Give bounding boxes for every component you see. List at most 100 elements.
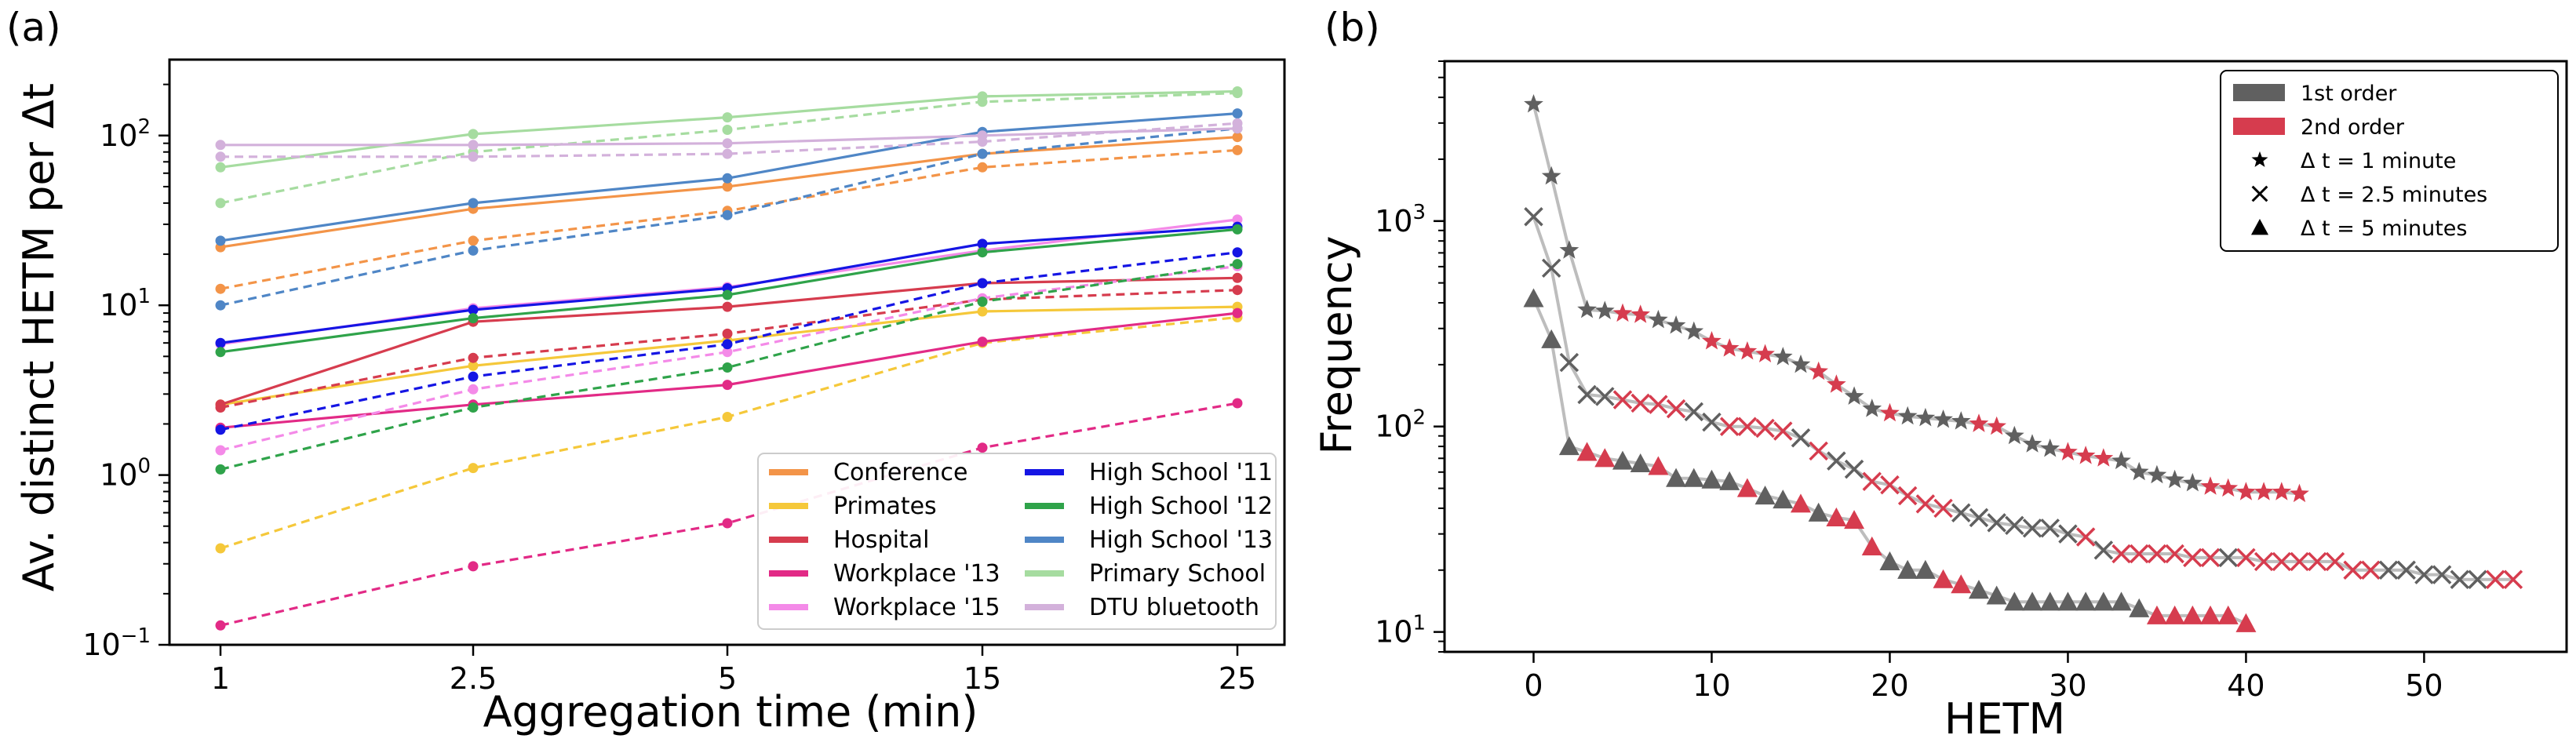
point-workplace-13-dashed-3: [977, 442, 988, 453]
marker-t-2-5-minutes-4: [1595, 387, 1615, 406]
marker-t-5-minutes-15: [1790, 493, 1811, 513]
point-primates-dashed-2: [722, 412, 733, 422]
marker-t-2-5-minutes-0: [1524, 207, 1543, 227]
point-conference-dashed-0: [215, 283, 226, 294]
a-x-tick-label-1: 2.5: [450, 661, 497, 696]
point-conference-solid-2: [722, 181, 733, 192]
panel-a-series-group: [215, 86, 1243, 631]
marker-t-5-minutes-29: [2039, 591, 2060, 611]
point-primates-solid-1: [468, 360, 479, 371]
marker-t-2-5-minutes-19: [1862, 471, 1882, 492]
marker-t-5-minutes-2: [1558, 436, 1579, 456]
series-line-dtu-bluetooth-dashed: [220, 122, 1238, 158]
legend-label-workplace-13: Workplace '13: [833, 560, 1000, 588]
b-y-tick-label-2-base: 10: [1375, 204, 1412, 238]
marker-t-5-minutes-23: [1933, 569, 1954, 588]
point-hospital-solid-4: [1232, 272, 1243, 283]
b-y-tick-label-2-exponent: 3: [1412, 201, 1426, 224]
point-dtu-bluetooth-solid-4: [1232, 123, 1243, 134]
b-legend-x-icon: [2251, 185, 2268, 202]
marker-t-1-minute-26: [1987, 416, 2006, 435]
marker-t-1-minute-18: [1844, 386, 1864, 405]
marker-t-2-5-minutes-15: [1791, 428, 1811, 448]
point-high-school-12-solid-3: [977, 247, 988, 258]
b-y-tick-label-0: 101: [1375, 612, 1426, 650]
point-high-school-11-dashed-0: [215, 424, 226, 435]
marker-t-1-minute-28: [2022, 434, 2042, 453]
marker-t-1-minute-9: [1684, 321, 1704, 340]
marker-t-1-minute-39: [2218, 478, 2239, 497]
marker-t-5-minutes-21: [1897, 559, 1918, 579]
connector-t-1-minute: [1532, 104, 2300, 496]
marker-t-2-5-minutes-13: [1755, 418, 1775, 439]
a-y-tick-label-0: 10−1: [82, 624, 151, 662]
point-high-school-12-dashed-2: [722, 362, 733, 373]
marker-t-1-minute-37: [2183, 472, 2203, 492]
marker-t-5-minutes-12: [1736, 478, 1758, 497]
a-y-tick-label-0-base: 10: [82, 628, 120, 662]
point-high-school-11-dashed-1: [468, 371, 479, 382]
point-dtu-bluetooth-solid-2: [722, 138, 733, 149]
a-y-tick-label-1-exponent: 0: [137, 455, 151, 479]
legend-label-dtu-bluetooth: DTU bluetooth: [1089, 594, 1259, 621]
marker-t-1-minute-13: [1755, 344, 1775, 362]
point-high-school-12-dashed-1: [468, 402, 479, 413]
marker-t-2-5-minutes-23: [1933, 498, 1953, 519]
marker-t-1-minute-27: [2005, 425, 2024, 445]
marker-t-2-5-minutes-45: [2325, 551, 2345, 572]
marker-t-5-minutes-26: [1986, 585, 2007, 605]
panel-b-legend: 1st order 2nd order Δ t = 1 minute Δ t = 2.…: [2220, 70, 2559, 252]
point-high-school-12-dashed-0: [215, 464, 226, 475]
legend-label-primary-school: Primary School: [1089, 560, 1266, 588]
marker-t-1-minute-38: [2200, 476, 2221, 495]
marker-t-1-minute-43: [2290, 483, 2309, 503]
a-x-tick-label-0: 1: [211, 661, 230, 696]
point-conference-dashed-1: [468, 235, 479, 246]
marker-t-1-minute-10: [1702, 331, 1722, 350]
point-high-school-11-solid-3: [977, 238, 988, 249]
legend-label-high-school-11: High School '11: [1089, 459, 1273, 486]
point-workplace-13-dashed-4: [1232, 398, 1243, 409]
marker-t-1-minute-41: [2254, 482, 2274, 500]
marker-t-1-minute-29: [2040, 439, 2060, 457]
marker-t-2-5-minutes-40: [2236, 548, 2256, 568]
panel-b-x-axis-label: HETM: [1944, 694, 2065, 744]
b-y-tick-label-1: 102: [1375, 406, 1426, 444]
marker-t-1-minute-20: [1880, 402, 1900, 422]
marker-t-2-5-minutes-12: [1737, 417, 1758, 436]
b-legend-label-4: Δ t = 5 minutes: [2301, 217, 2467, 241]
marker-t-2-5-minutes-26: [1987, 513, 2006, 533]
b-legend-label-0: 1st order: [2301, 82, 2397, 106]
connector-t-2-5-minutes: [1532, 216, 2513, 581]
panel-b-y-axis-label: Frequency: [1312, 236, 1361, 455]
panel-a: (a) Av. distinct HETM per Δt Aggregation…: [6, 5, 1286, 737]
legend-label-hospital: Hospital: [833, 526, 929, 554]
point-primary-school-solid-1: [468, 129, 479, 140]
marker-t-1-minute-30: [2058, 442, 2078, 460]
marker-t-2-5-minutes-22: [1915, 494, 1936, 514]
point-high-school-12-dashed-4: [1232, 259, 1243, 270]
marker-t-2-5-minutes-7: [1649, 395, 1668, 414]
marker-t-5-minutes-14: [1773, 489, 1794, 509]
legend-label-high-school-13: High School '13: [1089, 526, 1273, 554]
legend-label-conference: Conference: [833, 459, 967, 486]
marker-t-5-minutes-37: [2182, 605, 2203, 624]
marker-t-2-5-minutes-24: [1951, 503, 1971, 523]
point-workplace-13-solid-2: [722, 380, 733, 391]
marker-t-5-minutes-20: [1879, 551, 1900, 570]
marker-t-2-5-minutes-38: [2200, 548, 2221, 568]
marker-t-5-minutes-18: [1844, 510, 1865, 529]
point-high-school-12-solid-2: [722, 289, 733, 300]
a-y-tick-label-3: 102: [100, 115, 151, 153]
marker-t-2-5-minutes-30: [2058, 524, 2078, 544]
a-y-tick-label-1-base: 10: [100, 458, 137, 493]
marker-t-1-minute-34: [2129, 461, 2149, 481]
a-y-tick-label-2-base: 10: [100, 288, 137, 322]
point-high-school-12-solid-1: [468, 313, 479, 324]
b-x-tick-label-5: 50: [2405, 668, 2443, 703]
marker-t-1-minute-16: [1809, 361, 1828, 380]
marker-t-5-minutes-10: [1701, 469, 1722, 489]
marker-t-2-5-minutes-36: [2165, 544, 2184, 564]
